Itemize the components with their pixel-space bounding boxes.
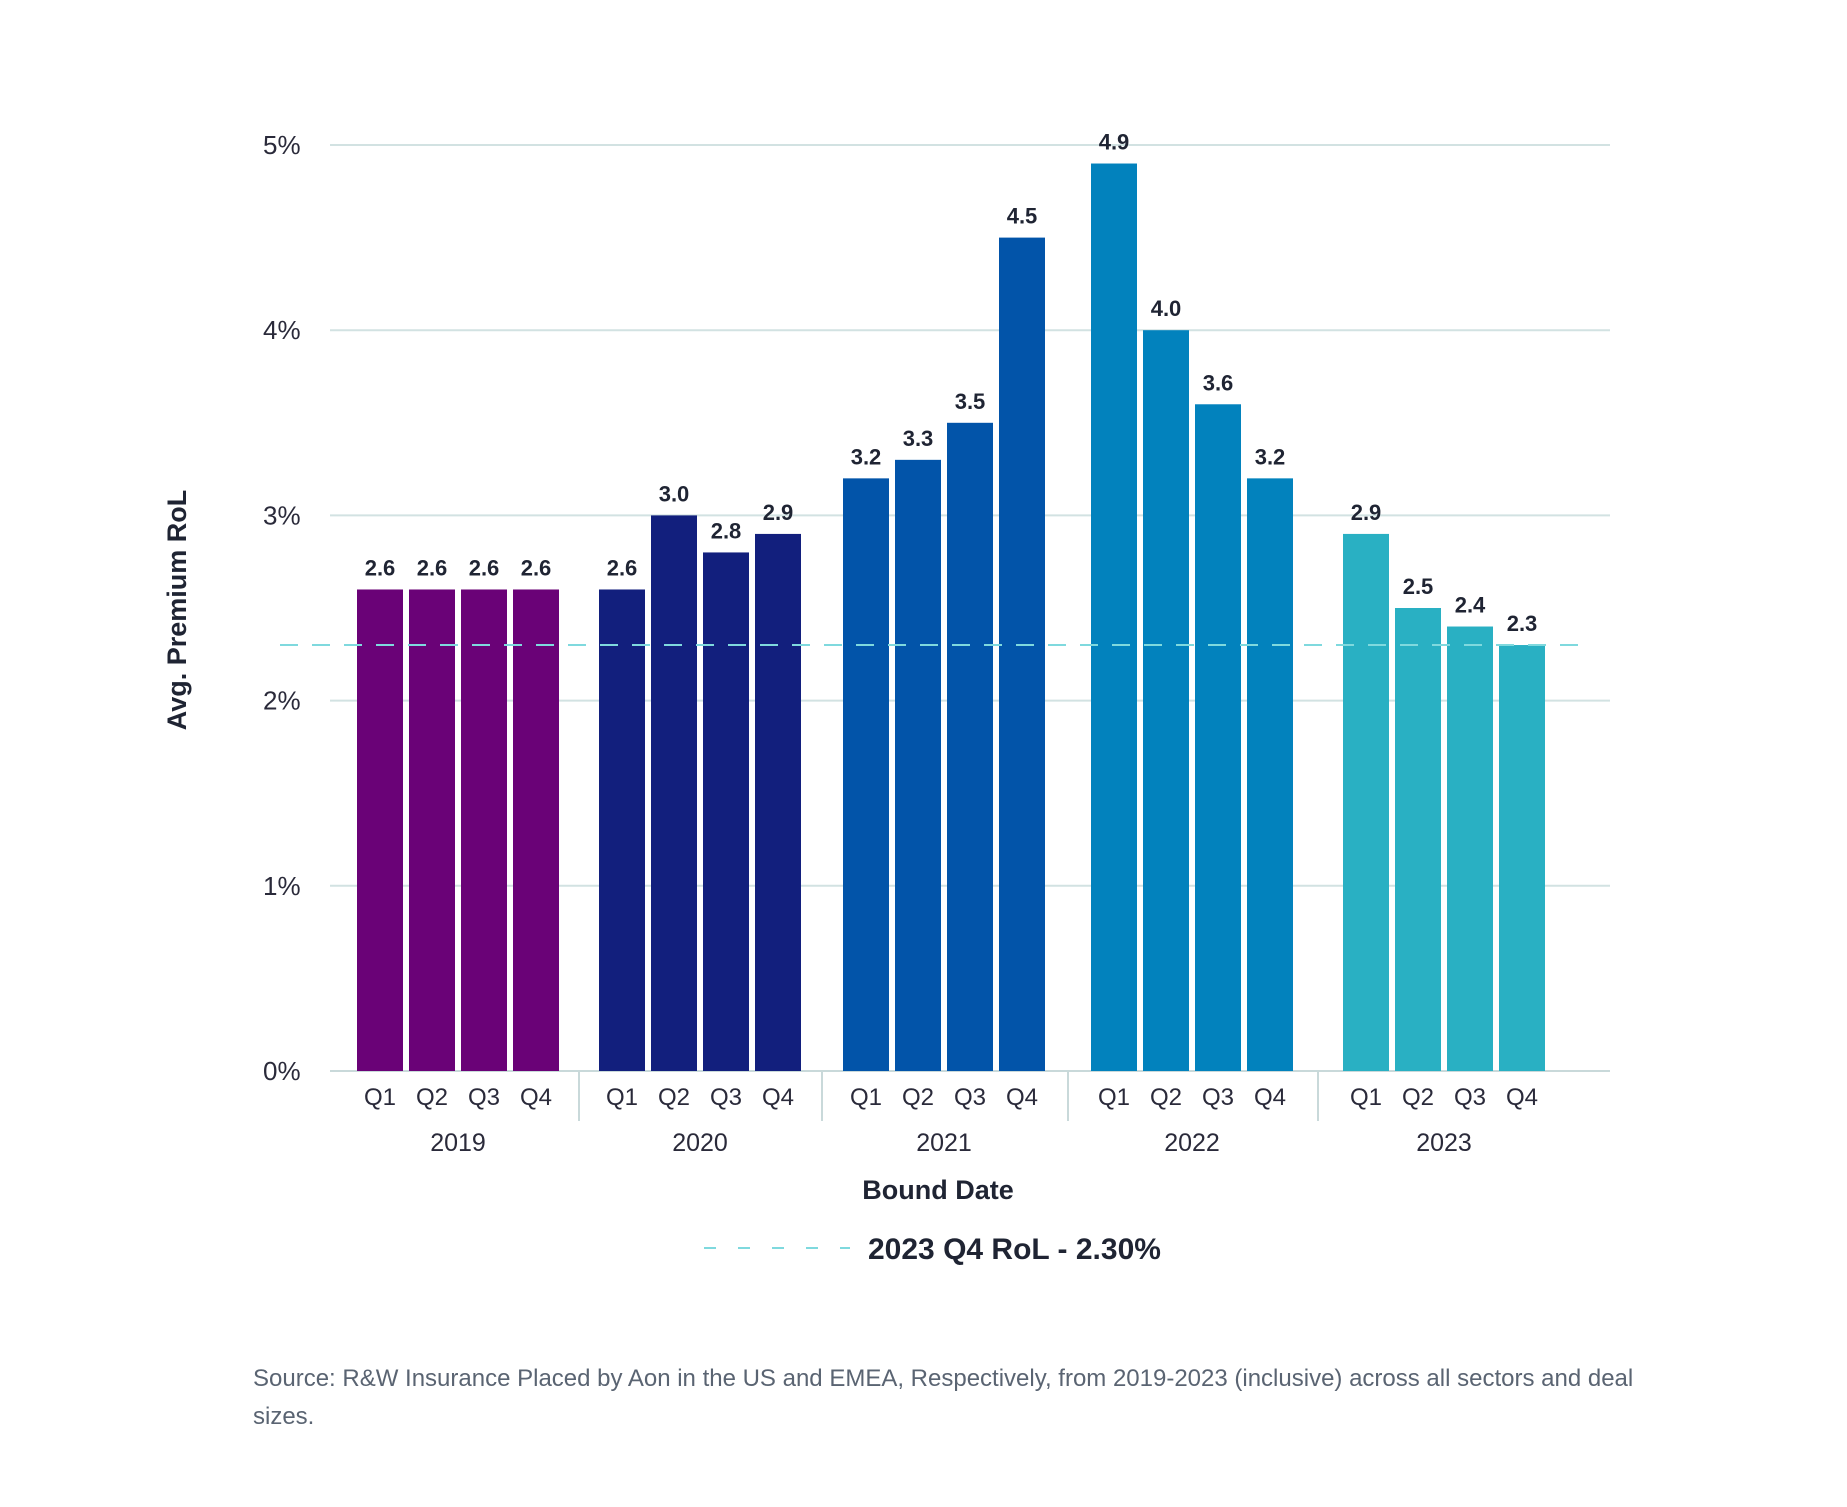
x-tick-label: Q4 [520,1084,552,1111]
bar [755,533,801,1071]
bar [895,459,941,1072]
data-label: 2.6 [365,555,396,580]
x-tick-label: Q1 [364,1084,396,1111]
bar [1499,645,1545,1071]
data-label: 2.8 [711,518,742,543]
x-tick-label: Q2 [1150,1084,1182,1111]
x-tick-label: Q2 [902,1084,934,1111]
data-label: 2.6 [469,555,500,580]
year-label: 2022 [1164,1129,1220,1157]
y-tick-label: 2% [263,686,301,716]
data-label: 2.5 [1403,574,1434,599]
x-tick-label: Q3 [1454,1084,1486,1111]
x-tick-label: Q4 [1254,1084,1286,1111]
bar [651,515,697,1071]
legend-label: 2023 Q4 RoL - 2.30% [868,1233,1161,1266]
y-tick-label: 0% [263,1056,301,1086]
data-labels: 2.6 2.6 2.6 2.6 2.6 3.0 2.8 2.9 3.2 3.3 3.5 4.5 4.9 4… [365,130,1538,637]
bar [357,589,403,1071]
bar [947,422,993,1071]
bar [1247,478,1293,1071]
year-label: 2023 [1416,1129,1472,1157]
data-label: 2.9 [763,500,794,525]
data-label: 4.0 [1151,296,1182,321]
x-tick-label: Q1 [606,1084,638,1111]
data-label: 2.3 [1507,611,1538,636]
bar [1195,404,1241,1071]
y-tick-label: 1% [263,871,301,901]
x-tick-label: Q4 [762,1084,794,1111]
data-label: 3.0 [659,481,690,506]
x-tick-label: Q2 [1402,1084,1434,1111]
data-label: 2.4 [1455,593,1486,618]
y-tick-label: 4% [263,315,301,345]
bar [409,589,455,1071]
data-label: 2.6 [607,555,638,580]
x-tick-label: Q3 [954,1084,986,1111]
data-label: 4.5 [1007,204,1038,229]
bars [357,163,1545,1072]
data-label: 3.3 [903,426,934,451]
bar [513,589,559,1071]
data-label: 3.5 [955,389,986,414]
y-tick-label: 5% [263,130,301,160]
y-axis-ticks: 0% 1% 2% 3% 4% 5% [263,130,301,1086]
data-label: 4.9 [1099,130,1130,155]
x-tick-label: Q4 [1006,1084,1038,1111]
bar [599,589,645,1071]
x-axis-categories: Q1 Q2 Q3 Q4 2019 Q1 Q2 Q3 Q4 2020 Q1 Q2 Q3 Q4 2021 Q1 Q2… [364,1071,1538,1157]
x-tick-label: Q4 [1506,1084,1538,1111]
x-tick-label: Q3 [468,1084,500,1111]
x-tick-label: Q2 [658,1084,690,1111]
x-tick-label: Q1 [1098,1084,1130,1111]
year-label: 2021 [916,1129,972,1157]
data-label: 2.6 [417,555,448,580]
bar [1447,626,1493,1071]
data-label: 3.2 [851,444,882,469]
legend: 2023 Q4 RoL - 2.30% [704,1233,1161,1266]
bar [703,552,749,1071]
bar [1343,533,1389,1071]
x-tick-label: Q1 [1350,1084,1382,1111]
year-label: 2020 [672,1129,728,1157]
x-tick-label: Q3 [710,1084,742,1111]
x-tick-label: Q3 [1202,1084,1234,1111]
data-label: 2.6 [521,555,552,580]
bar [1091,163,1137,1071]
x-tick-label: Q2 [416,1084,448,1111]
x-tick-label: Q1 [850,1084,882,1111]
bar [1395,608,1441,1071]
data-label: 3.6 [1203,370,1234,395]
bar [843,478,889,1071]
y-axis-title: Avg. Premium RoL [162,490,192,731]
bar [461,589,507,1071]
bar [1143,330,1189,1071]
x-axis-title: Bound Date [862,1175,1014,1205]
data-label: 3.2 [1255,444,1286,469]
data-label: 2.9 [1351,500,1382,525]
y-tick-label: 3% [263,500,301,530]
bar [999,237,1045,1072]
source-note: Source: R&W Insurance Placed by Aon in t… [253,1365,1634,1430]
year-label: 2019 [430,1129,486,1157]
